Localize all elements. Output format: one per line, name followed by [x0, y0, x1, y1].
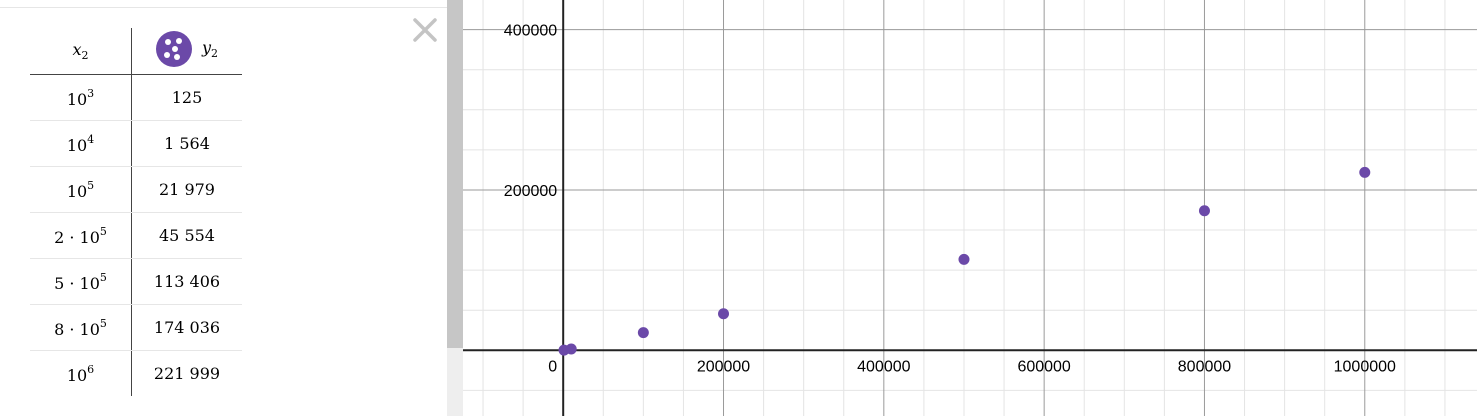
table-cell-x[interactable]: 8 · 105	[30, 304, 132, 351]
cell-x-base: 5 · 10	[54, 273, 100, 293]
table-header-row: x2 y2	[30, 28, 242, 75]
column-header-x-var: x	[72, 40, 82, 59]
data-point	[565, 343, 577, 355]
y-tick-labels: 200000 400000	[504, 23, 557, 200]
cell-x-exponent: 3	[87, 86, 95, 100]
cell-x-base: 8 · 10	[54, 319, 100, 339]
x-tick-label: 400000	[857, 358, 910, 375]
close-icon[interactable]	[409, 14, 441, 46]
graph-canvas[interactable]: 0 200000 400000 600000 800000 1000000 200000 4…	[463, 0, 1477, 416]
table-row: 5 · 105 113 406	[30, 258, 242, 305]
expression-panel: x2 y2	[0, 0, 447, 416]
panel-resize-handle[interactable]	[447, 0, 463, 348]
table-cell-y[interactable]: 221 999	[153, 364, 221, 383]
data-point	[718, 308, 730, 320]
table-cell-y[interactable]: 45 554	[131, 212, 242, 259]
data-point	[958, 253, 970, 265]
table-cell-y[interactable]: 1 564	[131, 120, 242, 167]
column-header-x-sub: 2	[81, 49, 89, 62]
table-cell-x[interactable]: 103	[30, 74, 132, 121]
table-row: 8 · 105 174 036	[30, 304, 242, 351]
table-cell-x[interactable]: 2 · 105	[30, 212, 132, 259]
x-tick-label: 1000000	[1334, 358, 1396, 375]
column-header-y[interactable]: y2	[131, 28, 242, 75]
panel-divider-line	[0, 7, 447, 8]
cell-x-exponent: 5	[99, 224, 107, 238]
table-row: 105 21 979	[30, 166, 242, 213]
graph-area[interactable]: 0 200000 400000 600000 800000 1000000 200000 4…	[463, 0, 1477, 416]
cell-x-base: 10	[66, 89, 88, 109]
table-row: 104 1 564	[30, 120, 242, 167]
column-header-y-sub: 2	[211, 47, 219, 60]
table-cell-x[interactable]: 5 · 105	[30, 258, 132, 305]
table-cell-x[interactable]: 105	[30, 166, 132, 213]
x-tick-label: 600000	[1017, 358, 1070, 375]
table-row: 103 125	[30, 74, 242, 121]
cell-x-exponent: 5	[99, 316, 107, 330]
data-point	[637, 327, 649, 339]
x-tick-label: 200000	[697, 358, 750, 375]
table-row: 2 · 105 45 554	[30, 212, 242, 259]
x-tick-label: 0	[548, 358, 557, 375]
table-cell-x[interactable]: 106	[30, 350, 132, 396]
x-tick-label: 800000	[1178, 358, 1231, 375]
table-cell-y[interactable]: 113 406	[131, 258, 242, 305]
cell-x-exponent: 5	[99, 270, 107, 284]
data-table-container: x2 y2	[30, 28, 242, 396]
data-table: x2 y2	[30, 28, 242, 396]
minor-gridlines	[463, 0, 1477, 416]
cell-x-base: 10	[66, 365, 88, 385]
y-tick-label: 400000	[504, 23, 557, 40]
x-tick-labels: 0 200000 400000 600000 800000 1000000	[548, 358, 1396, 375]
cell-x-base: 2 · 10	[54, 227, 100, 247]
cell-x-exponent: 4	[87, 132, 95, 146]
table-cell-y[interactable]: 174 036	[131, 304, 242, 351]
column-header-y-var: y	[201, 38, 212, 57]
table-cell-y[interactable]: 21 979	[131, 166, 242, 213]
data-point	[1198, 205, 1210, 217]
data-points	[558, 166, 1371, 356]
series-style-icon[interactable]	[155, 31, 192, 67]
table-cell-y[interactable]: 125	[131, 74, 242, 121]
cell-x-base: 10	[66, 135, 88, 155]
cell-x-exponent: 6	[87, 362, 95, 376]
table-cell-x[interactable]: 104	[30, 120, 132, 167]
table-row: 106 221 999	[30, 350, 242, 396]
y-tick-label: 200000	[504, 183, 557, 200]
column-header-x[interactable]: x2	[30, 28, 132, 75]
cell-x-base: 10	[66, 181, 88, 201]
cell-x-exponent: 5	[87, 178, 95, 192]
data-point	[1359, 166, 1371, 178]
